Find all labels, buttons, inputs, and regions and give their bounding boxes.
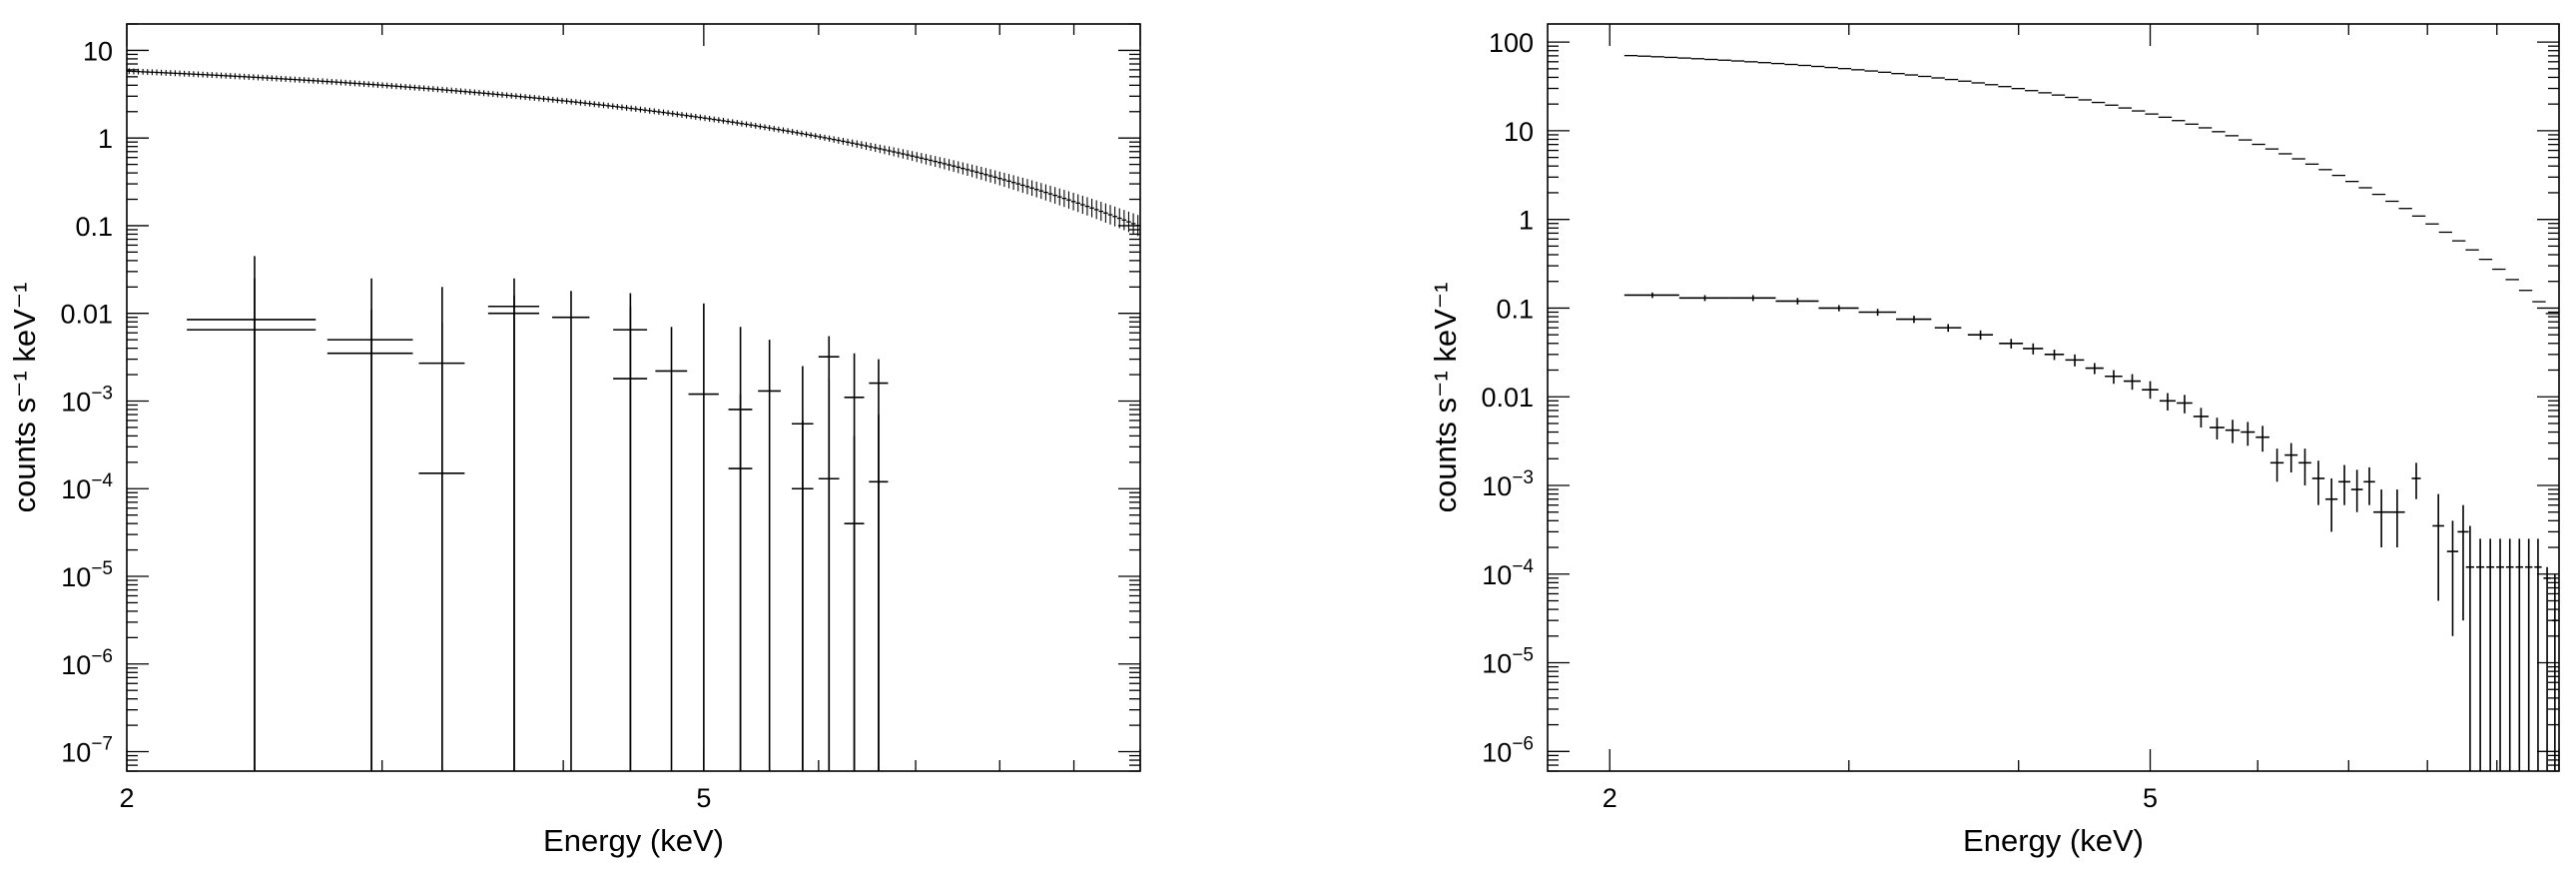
x-tick-label: 2 [119, 783, 134, 813]
y-tick-label: 10−6 [1482, 733, 1534, 767]
y-tick-label: 10−5 [61, 558, 113, 592]
y-tick-label: 10 [83, 36, 113, 66]
y-tick-label: 1 [98, 124, 113, 154]
y-axis-label: counts s⁻¹ keV⁻¹ [7, 283, 42, 513]
plot-frame [126, 23, 1141, 772]
x-axis-label: Energy (keV) [543, 823, 724, 858]
series-2 [187, 256, 889, 771]
y-tick-label: 0.01 [1481, 383, 1534, 413]
x-tick-label: 2 [1603, 783, 1617, 813]
plot-area [127, 68, 1140, 771]
series-1 [1623, 54, 2559, 315]
y-tick-label: 0.01 [60, 300, 113, 330]
y-tick-label: 1 [1519, 206, 1534, 236]
y-tick-label: 10−5 [1482, 645, 1534, 679]
y-tick-label: 10−4 [61, 470, 113, 504]
y-axis-label: counts s⁻¹ keV⁻¹ [1428, 283, 1463, 513]
y-tick-label: 0.1 [75, 212, 113, 242]
series-2 [1623, 292, 2558, 771]
chart-panel-2: 100 10 1 0.1 0.01 10−3 10−4 10−5 10−6 2 5 Energy (k… [1428, 23, 2560, 858]
x-tick-label: 5 [2143, 783, 2158, 813]
x-axis-label: Energy (keV) [1963, 823, 2144, 858]
chart-panel-1: 10 1 0.1 0.01 10−3 10−4 10−5 10−6 10−72 5 Energy (… [7, 23, 1141, 858]
x-tick-label: 5 [696, 783, 711, 813]
y-tick-label: 0.1 [1496, 294, 1534, 324]
y-tick-label: 100 [1489, 28, 1534, 58]
plot-area [1623, 54, 2559, 771]
y-tick-label: 10 [1504, 117, 1534, 147]
plot-frame [1547, 23, 2560, 772]
y-tick-label: 10−3 [1482, 467, 1534, 501]
y-tick-label: 10−6 [61, 646, 113, 680]
y-tick-label: 10−4 [1482, 556, 1534, 590]
y-tick-label: 10−7 [61, 734, 113, 768]
y-tick-label: 10−3 [61, 383, 113, 417]
series-1 [127, 68, 1140, 237]
